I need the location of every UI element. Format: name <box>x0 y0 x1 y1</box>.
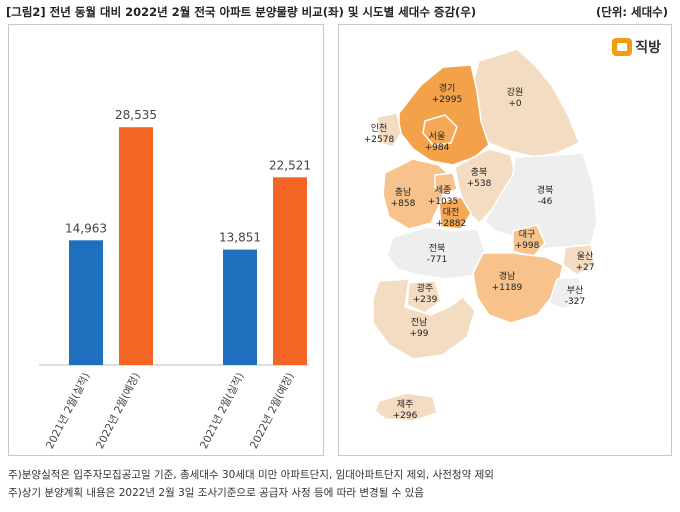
region-value-label: +2995 <box>432 95 462 105</box>
region-name-label: 광주 <box>417 282 434 294</box>
map-region <box>406 280 442 314</box>
region-name-label: 충북 <box>471 167 488 178</box>
map-region <box>438 196 472 230</box>
category-label: 2022년 2월(예정) <box>93 370 143 450</box>
region-name-label: 울산 <box>577 251 594 262</box>
region-name-label: 경북 <box>537 184 554 196</box>
house-icon <box>612 38 633 56</box>
region-value-label: -327 <box>565 297 585 307</box>
region-value-label: +99 <box>410 329 429 339</box>
region-value-label: +538 <box>467 179 492 189</box>
region-value-label: -771 <box>427 255 447 265</box>
bar-value-label: 13,851 <box>219 231 261 245</box>
region-value-label: -46 <box>538 197 553 207</box>
region-value-label: +858 <box>391 199 416 209</box>
bar <box>223 249 257 365</box>
region-value-label: +2578 <box>364 135 395 145</box>
bar-chart-panel: 14,963 2021년 2월(실적) 28,535 2022년 2월(예정) 13,8… <box>8 24 324 456</box>
footnote-1: 주)분양실적은 입주자모집공고일 기준, 총세대수 30세대 미만 아파트단지,… <box>8 469 494 481</box>
footnotes: 주)분양실적은 입주자모집공고일 기준, 총세대수 30세대 미만 아파트단지,… <box>8 466 672 502</box>
region-value-label: +27 <box>576 263 595 273</box>
bar <box>119 127 153 365</box>
footnote-2: 주)상기 분양계획 내용은 2022년 2월 3일 조사기준으로 공급자 사정 … <box>8 487 425 499</box>
map-region <box>434 172 458 196</box>
map-region <box>372 278 476 360</box>
region-name-label: 대구 <box>519 229 536 240</box>
map-region <box>422 114 458 146</box>
region-name-label: 부산 <box>567 285 584 296</box>
region-name-label: 제주 <box>397 399 414 410</box>
region-name-label: 경기 <box>439 82 456 94</box>
bar <box>69 240 103 365</box>
map-region <box>562 244 596 276</box>
region-name-label: 서울 <box>429 131 446 142</box>
map-region <box>376 112 402 148</box>
region-value-label: +0 <box>508 99 522 109</box>
map-region <box>548 276 584 310</box>
region-value-label: +296 <box>393 411 418 421</box>
bar-value-label: 14,963 <box>65 221 107 235</box>
bar-value-label: 22,521 <box>269 158 311 172</box>
region-name-label: 경남 <box>499 270 516 282</box>
region-name-label: 세종 <box>435 185 452 196</box>
region-value-label: +1189 <box>492 283 523 293</box>
region-value-label: +998 <box>515 241 540 251</box>
zigbang-logo: 직방 <box>612 37 661 57</box>
region-value-label: +239 <box>413 295 438 305</box>
map-region <box>472 252 564 324</box>
figure-title: [그림2] 전년 동월 대비 2022년 2월 전국 아파트 분양물량 비교(좌… <box>6 5 477 19</box>
region-value-label: +1035 <box>428 197 458 207</box>
region-name-label: 충남 <box>395 187 412 198</box>
region-name-label: 인천 <box>371 123 388 134</box>
bar <box>273 177 307 365</box>
map-region <box>382 158 452 230</box>
region-name-label: 전북 <box>429 243 446 254</box>
map-panel: 직방 경기 +2995 강원 +0 인천 +2578 서울 +984 충북 +538 세종 +1035… <box>338 24 672 456</box>
region-name-label: 강원 <box>507 87 524 98</box>
category-label: 2021년 2월(실적) <box>44 371 93 451</box>
map-region <box>374 392 438 422</box>
region-name-label: 대전 <box>443 207 460 218</box>
bar-value-label: 28,535 <box>115 108 157 122</box>
map-region <box>484 152 598 250</box>
category-label: 2021년 2월(실적) <box>198 371 247 451</box>
map-region <box>512 224 546 258</box>
logo-text: 직방 <box>635 40 661 56</box>
category-label: 2022년 2월(예정) <box>247 370 297 450</box>
bar-chart: 14,963 2021년 2월(실적) 28,535 2022년 2월(예정) 13,8… <box>39 108 311 451</box>
region-value-label: +984 <box>425 143 450 153</box>
region-name-label: 전남 <box>411 317 428 328</box>
region-value-label: +2882 <box>436 219 466 229</box>
unit-label: (단위: 세대수) <box>595 5 668 19</box>
